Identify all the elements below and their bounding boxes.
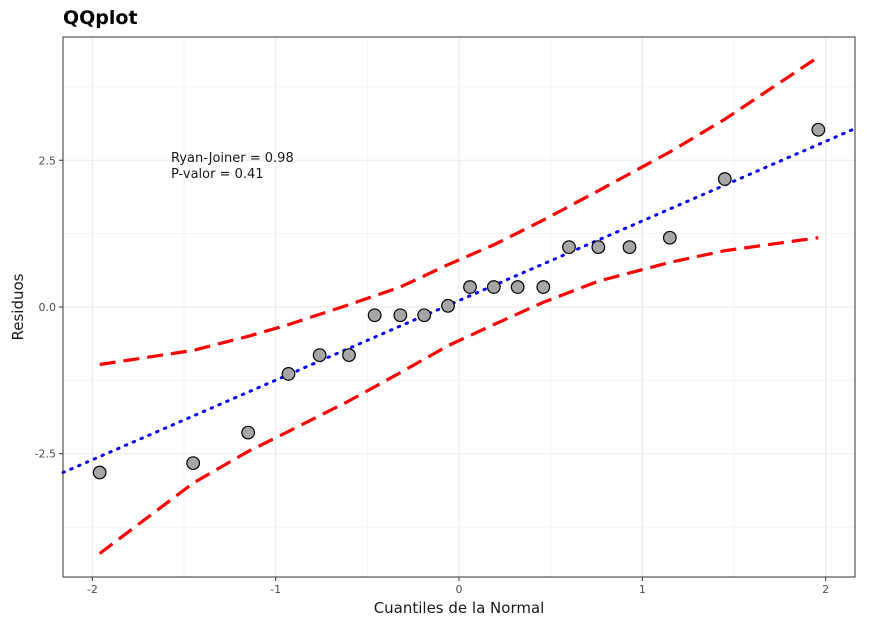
data-point <box>367 308 382 323</box>
chart-title: QQplot <box>63 7 138 29</box>
data-point <box>463 280 477 294</box>
reference-line <box>61 127 857 475</box>
data-point <box>717 172 732 186</box>
y-axis-ticks: -2.5 0.0 2.5 <box>35 154 63 461</box>
data-point <box>536 280 551 294</box>
x-tick-label: -2 <box>87 583 98 596</box>
data-point <box>591 240 606 255</box>
x-tick-label: -1 <box>270 583 281 596</box>
ryan-joiner-annotation: Ryan-Joiner = 0.98 <box>171 151 294 166</box>
x-axis-label: Cuantiles de la Normal <box>374 599 545 617</box>
lower-band-line <box>98 236 819 555</box>
data-point <box>562 240 576 255</box>
y-axis-label: Residuos <box>9 273 27 340</box>
y-tick-label: -2.5 <box>35 448 56 461</box>
data-point <box>441 298 455 313</box>
data-point <box>92 465 107 480</box>
data-point <box>486 280 501 294</box>
data-point <box>186 456 201 471</box>
data-point <box>281 367 296 381</box>
x-tick-label: 2 <box>822 583 829 596</box>
data-point <box>417 308 432 323</box>
data-point <box>662 230 677 245</box>
data-point <box>510 280 525 294</box>
data-points <box>92 122 826 480</box>
x-tick-label: 1 <box>639 583 646 596</box>
y-tick-label: 0.0 <box>39 301 57 314</box>
data-point <box>312 348 327 363</box>
reference-line-group <box>61 127 857 475</box>
data-point <box>342 348 356 363</box>
data-point <box>241 425 256 440</box>
data-point <box>622 240 637 255</box>
y-tick-label: 2.5 <box>39 154 57 167</box>
x-axis-ticks: -2 -1 0 1 2 <box>87 577 829 596</box>
x-tick-label: 0 <box>456 583 463 596</box>
confidence-bands <box>98 55 820 555</box>
grid-lines <box>63 37 855 577</box>
data-point <box>393 308 408 323</box>
p-value-annotation: P-valor = 0.41 <box>171 167 264 182</box>
data-point <box>811 122 826 137</box>
upper-band-line <box>99 55 820 367</box>
